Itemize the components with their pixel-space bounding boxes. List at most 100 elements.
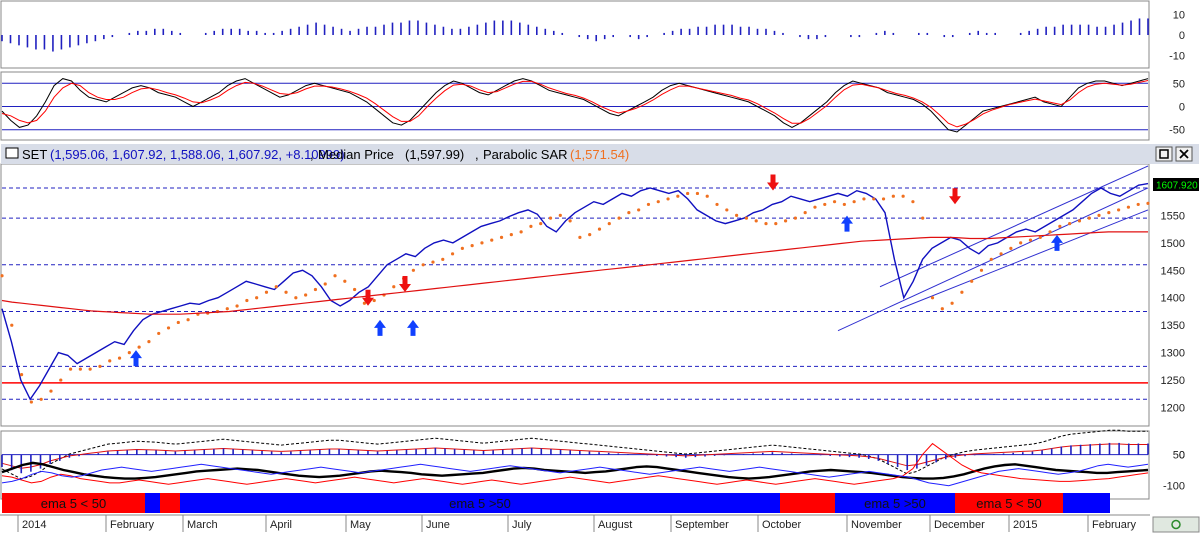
month-label: July <box>512 519 532 531</box>
sar-dot <box>313 287 318 292</box>
sar-dot <box>656 200 660 204</box>
sar-dot <box>695 191 700 196</box>
band-segment <box>955 493 1063 513</box>
sar-dot <box>1126 205 1131 209</box>
macd-line <box>1 443 1148 469</box>
y-tick-label: -10 <box>1169 51 1185 63</box>
buy-arrow-icon <box>374 319 386 336</box>
sar-dot <box>813 205 817 209</box>
sar-dot <box>803 211 807 215</box>
month-label: September <box>675 519 729 531</box>
sar-dot <box>950 301 954 305</box>
signal-line <box>1 429 1148 480</box>
sar-dot <box>460 246 464 250</box>
sar-dot <box>646 202 651 207</box>
sar-dot <box>715 202 719 207</box>
sar-dot <box>294 296 298 300</box>
close-icon <box>1179 149 1189 159</box>
sar-dot <box>1019 241 1023 245</box>
sar-dot <box>127 351 131 355</box>
sar-dot <box>235 304 239 308</box>
sar-dot <box>392 285 396 289</box>
sar-dot <box>1028 238 1033 242</box>
band-segment <box>160 493 180 513</box>
macd-layer <box>1 429 1149 480</box>
sar-dot <box>911 200 915 204</box>
sar-dot <box>499 235 504 239</box>
sar-dot <box>441 257 445 261</box>
band-segment <box>180 493 780 513</box>
sar-dot <box>245 298 249 303</box>
month-label: November <box>851 519 902 531</box>
sar-dot <box>940 307 944 311</box>
sar-dot <box>597 227 602 231</box>
header-separator-2: , <box>475 147 479 162</box>
sar-dot <box>666 197 670 201</box>
trend-band: ema 5 < 50 ema 5 >50 ema 5 >50 ema 5 < 50 <box>2 493 1110 513</box>
sell-arrow-icon <box>767 174 779 191</box>
sar-dot <box>480 241 484 245</box>
sar-dot <box>774 222 778 226</box>
sar-dot <box>333 274 337 278</box>
sar-dot <box>147 340 151 344</box>
band-segment <box>145 493 160 513</box>
y-tick-label: 10 <box>1173 9 1185 21</box>
status-icon-button[interactable] <box>1152 516 1200 533</box>
top-oscillator-panel <box>0 0 1150 69</box>
header-indicator2-value: (1,571.54) <box>570 147 629 162</box>
y-axis-layer: 100-10500-501550150014501400135013001250… <box>1161 9 1185 492</box>
sar-dot <box>568 219 572 223</box>
sar-dot <box>832 200 837 204</box>
sar-dot <box>852 200 856 204</box>
sar-dot <box>470 243 474 248</box>
month-label: March <box>187 519 218 531</box>
sar-dot <box>1097 213 1101 218</box>
maximize-button[interactable] <box>1155 146 1173 162</box>
sar-dot <box>725 208 729 212</box>
month-label: May <box>350 519 371 531</box>
month-label: April <box>270 519 292 531</box>
band-label: ema 5 < 50 <box>976 496 1041 511</box>
sar-dot <box>627 211 631 215</box>
sar-dot <box>450 252 455 256</box>
y-tick-label: 1300 <box>1161 348 1185 360</box>
symbol-icon <box>5 147 19 159</box>
sar-dot <box>872 197 876 201</box>
sar-dot <box>989 257 993 261</box>
month-label: December <box>934 519 985 531</box>
sar-dot <box>735 213 739 218</box>
sar-dot <box>137 345 141 349</box>
header-indicator2: Parabolic SAR <box>483 147 568 162</box>
y-tick-label: 1550 <box>1161 210 1185 222</box>
month-label: February <box>1092 519 1137 531</box>
sar-dot <box>411 268 415 272</box>
sar-dot <box>1009 246 1013 250</box>
sar-dot <box>304 293 308 297</box>
sar-dot <box>519 230 523 234</box>
month-axis: 2014 February March April May June July August S… <box>0 514 1150 532</box>
sar-dot <box>960 290 964 294</box>
status-icon <box>1171 519 1181 530</box>
channel-line <box>837 187 1149 332</box>
sar-dot <box>823 202 827 207</box>
y-tick-label: 1250 <box>1161 375 1185 387</box>
close-button[interactable] <box>1175 146 1193 162</box>
sar-dot <box>68 367 73 371</box>
sar-dot <box>323 282 327 286</box>
sar-dot <box>793 216 797 220</box>
month-label: June <box>426 519 450 531</box>
price-series-line <box>1 182 1149 401</box>
y-tick-label: 50 <box>1173 449 1185 461</box>
buy-arrow-icon <box>407 319 419 336</box>
sar-dot <box>166 326 171 330</box>
channel-line <box>879 165 1149 288</box>
header-separator-1: , <box>310 147 314 162</box>
series-line <box>1 463 1149 487</box>
sell-arrow-icon <box>399 276 411 293</box>
sar-dot <box>176 320 180 325</box>
stochastic-layer <box>1 78 1149 133</box>
month-label: August <box>598 519 632 531</box>
sar-dot <box>255 296 259 300</box>
y-tick-label: 0 <box>1179 30 1185 42</box>
